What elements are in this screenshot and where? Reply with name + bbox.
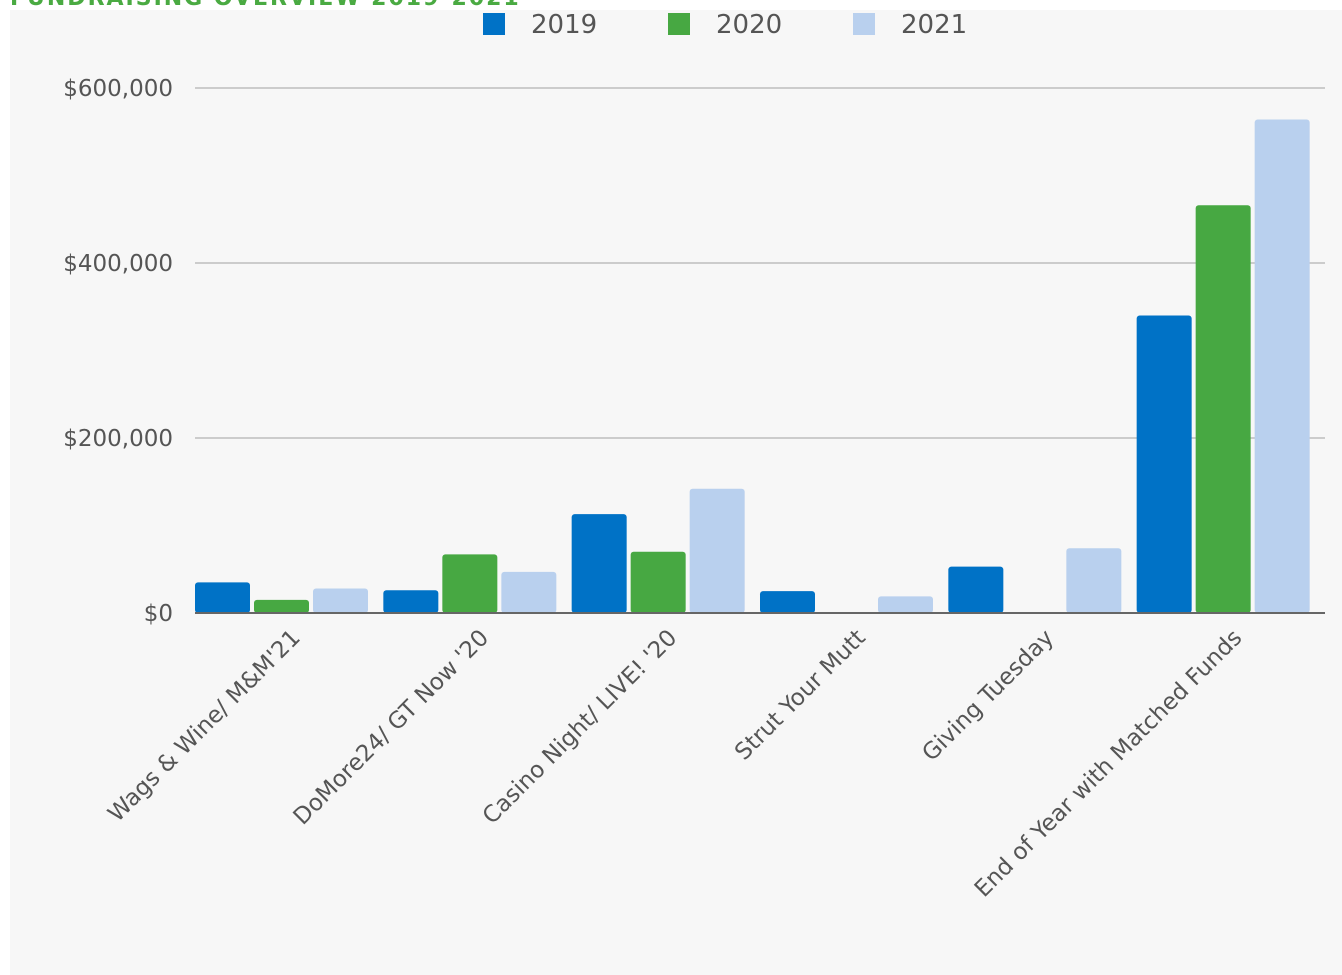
legend-label: 2021 [901, 10, 967, 40]
bar[interactable] [760, 591, 815, 613]
bar[interactable] [442, 554, 498, 613]
bars [195, 119, 1310, 614]
x-tick-label: Casino Night/ LIVE! '20 [478, 625, 683, 830]
bar[interactable] [254, 599, 309, 613]
bar[interactable] [195, 582, 250, 613]
bar[interactable] [571, 514, 627, 613]
bar[interactable] [1136, 315, 1192, 614]
y-axis-ticks: $0 $200,000 $400,000 $600,000 [63, 76, 173, 627]
legend-swatch [483, 13, 505, 35]
chart-panel [10, 10, 1342, 975]
legend-swatch [668, 13, 690, 35]
y-tick-label: $200,000 [63, 426, 173, 452]
legend-item[interactable]: 2019 [483, 10, 597, 40]
bar[interactable] [383, 590, 439, 613]
bar[interactable] [878, 596, 933, 613]
legend-swatch [853, 13, 875, 35]
x-tick-label: Strut Your Mutt [730, 625, 871, 766]
legend-item[interactable]: 2020 [668, 10, 782, 40]
page-title: FUNDRAISING OVERVIEW 2019-2021 [10, 0, 521, 11]
y-tick-label: $0 [144, 601, 173, 627]
legend[interactable]: 2019 2020 2021 [483, 10, 967, 40]
legend-label: 2019 [531, 10, 597, 40]
y-tick-label: $400,000 [63, 251, 173, 277]
bar[interactable] [630, 551, 686, 613]
bar[interactable] [689, 488, 745, 613]
bar[interactable] [1195, 205, 1251, 613]
bar[interactable] [1066, 548, 1122, 613]
x-tick-label: Wags & Wine/ M&M'21 [103, 625, 305, 827]
bar[interactable] [948, 566, 1004, 613]
legend-item[interactable]: 2021 [853, 10, 967, 40]
legend-label: 2020 [716, 10, 782, 40]
bar[interactable] [501, 571, 557, 613]
x-tick-label: Giving Tuesday [917, 625, 1059, 767]
bar[interactable] [1254, 119, 1310, 614]
bar[interactable] [313, 588, 368, 614]
y-tick-label: $600,000 [63, 76, 173, 102]
x-tick-label: DoMore24/ GT Now '20 [289, 625, 494, 830]
